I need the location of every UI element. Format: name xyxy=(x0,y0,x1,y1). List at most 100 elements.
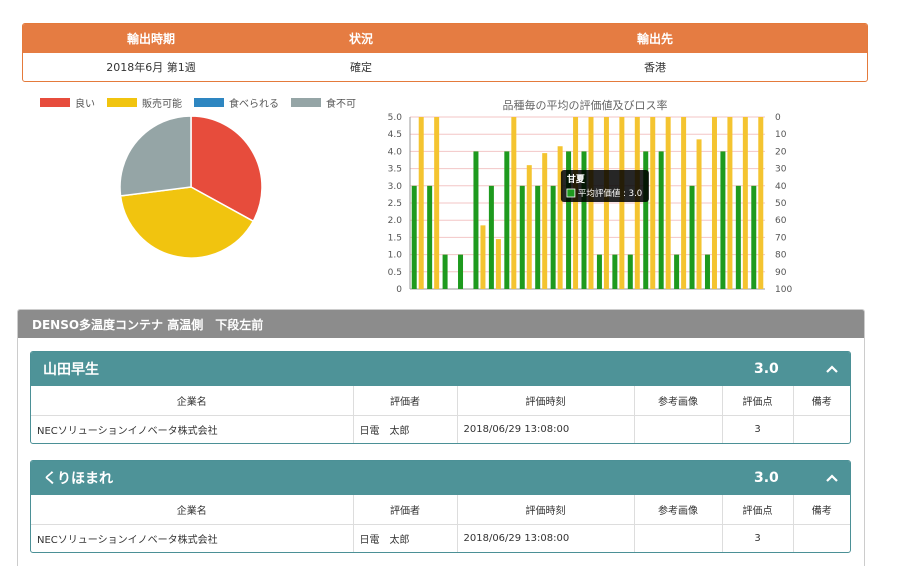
bar-average-evaluation[interactable] xyxy=(689,185,695,289)
table-header-row: 企業名 評価者 評価時刻 参考画像 評価点 備考 xyxy=(31,495,850,525)
bar-loss-rate[interactable] xyxy=(480,225,486,289)
bar-average-evaluation[interactable] xyxy=(473,151,479,289)
image-cell[interactable] xyxy=(634,415,723,443)
bar-loss-rate[interactable] xyxy=(696,139,702,289)
legend-item-good[interactable]: 良い xyxy=(40,95,95,110)
right-tick-label: 100 xyxy=(775,285,792,295)
variety-name: 山田早生 xyxy=(43,362,99,378)
bar-loss-rate[interactable] xyxy=(619,117,625,289)
bar-loss-rate[interactable] xyxy=(742,117,748,289)
left-tick-label: 1.0 xyxy=(388,251,403,261)
evaluator-cell: 日電 太郎 xyxy=(353,415,458,443)
legend-label-inedible: 食不可 xyxy=(326,99,356,110)
time-cell: 2018/06/29 13:08:00 xyxy=(457,524,635,552)
left-tick-label: 2.5 xyxy=(388,199,402,209)
chevron-up-icon xyxy=(826,474,838,482)
tooltip-box xyxy=(560,170,649,202)
right-tick-label: 50 xyxy=(775,199,787,209)
export-period-header: 輸出時期 xyxy=(126,32,175,46)
bar-loss-rate[interactable] xyxy=(418,117,424,289)
legend-label-good: 良い xyxy=(75,99,95,110)
legend-item-edible[interactable]: 食べられる xyxy=(194,95,279,110)
column-header-points: 評価点 xyxy=(722,386,794,416)
bar-average-evaluation[interactable] xyxy=(643,151,649,289)
table-row: NECソリューションイノベータ株式会社 日電 太郎 2018/06/29 13:… xyxy=(31,524,850,553)
evaluation-card-header[interactable]: 山田早生 3.0 xyxy=(31,352,850,386)
evaluation-card-header[interactable]: くりほまれ 3.0 xyxy=(31,461,850,495)
legend-label-edible: 食べられる xyxy=(229,99,279,110)
bar-loss-rate[interactable] xyxy=(758,117,764,289)
bar-average-evaluation[interactable] xyxy=(535,185,541,289)
legend-item-inedible[interactable]: 食不可 xyxy=(291,95,356,110)
column-header-time: 評価時刻 xyxy=(457,495,635,525)
bar-average-evaluation[interactable] xyxy=(550,185,556,289)
bar-average-evaluation[interactable] xyxy=(488,185,494,289)
bar-loss-rate[interactable] xyxy=(665,117,671,289)
bar-loss-rate[interactable] xyxy=(434,117,440,289)
chevron-up-icon xyxy=(826,365,838,373)
bar-average-evaluation[interactable] xyxy=(411,185,417,289)
legend-item-sellable[interactable]: 販売可能 xyxy=(107,95,182,110)
image-cell[interactable] xyxy=(634,524,723,552)
right-tick-label: 80 xyxy=(775,251,787,261)
bar-loss-rate[interactable] xyxy=(526,165,532,289)
bar-loss-rate[interactable] xyxy=(603,117,609,289)
bar-average-evaluation[interactable] xyxy=(581,151,587,289)
legend-swatch-edible xyxy=(194,98,224,107)
bar-average-evaluation[interactable] xyxy=(458,254,464,289)
bar-average-evaluation[interactable] xyxy=(566,151,572,289)
evaluation-table: 企業名 評価者 評価時刻 参考画像 評価点 備考 NECソリューションイノベータ… xyxy=(31,386,850,443)
bar-loss-rate[interactable] xyxy=(542,153,548,289)
pie-slice[interactable] xyxy=(190,115,263,223)
remarks-cell xyxy=(793,525,850,553)
column-header-company: 企業名 xyxy=(31,495,354,525)
bar-average-evaluation[interactable] xyxy=(751,185,757,289)
collapse-toggle-button[interactable] xyxy=(814,365,850,373)
bar-average-evaluation[interactable] xyxy=(442,254,448,289)
bar-average-evaluation[interactable] xyxy=(427,185,433,289)
bar-loss-rate[interactable] xyxy=(727,117,733,289)
bar-loss-rate[interactable] xyxy=(588,117,594,289)
bar-loss-rate[interactable] xyxy=(650,117,656,289)
table-row: NECソリューションイノベータ株式会社 日電 太郎 2018/06/29 13:… xyxy=(31,415,850,444)
export-destination-value: 香港 xyxy=(644,61,666,74)
left-tick-label: 0.5 xyxy=(388,268,402,278)
export-summary-panel: 輸出時期 状況 輸出先 2018年6月 第1週 確定 香港 xyxy=(22,23,868,82)
pie-slice[interactable] xyxy=(119,186,255,259)
right-tick-label: 90 xyxy=(775,268,787,278)
bar-average-evaluation[interactable] xyxy=(519,185,525,289)
right-tick-label: 20 xyxy=(775,147,787,157)
bar-average-evaluation[interactable] xyxy=(704,254,710,289)
bar-loss-rate[interactable] xyxy=(711,117,717,289)
bar-average-evaluation[interactable] xyxy=(735,185,741,289)
bar-average-evaluation[interactable] xyxy=(596,254,602,289)
evaluation-card: 山田早生 3.0 企業名 評価者 評価時刻 参考画像 評価点 備考 NECソリュ… xyxy=(30,351,851,444)
bar-loss-rate[interactable] xyxy=(681,117,687,289)
left-tick-label: 0 xyxy=(396,285,402,295)
bar-loss-rate[interactable] xyxy=(557,146,563,289)
right-tick-label: 60 xyxy=(775,216,787,226)
bar-average-evaluation[interactable] xyxy=(658,151,664,289)
export-summary-row: 2018年6月 第1週 確定 香港 xyxy=(23,53,867,81)
export-period-value: 2018年6月 第1週 xyxy=(106,61,196,74)
remarks-cell xyxy=(793,416,850,444)
variety-name: くりほまれ xyxy=(43,471,113,487)
bar-loss-rate[interactable] xyxy=(573,117,579,289)
left-tick-label: 5.0 xyxy=(388,113,403,123)
right-tick-label: 30 xyxy=(775,165,787,175)
right-tick-label: 0 xyxy=(775,113,781,123)
bar-average-evaluation[interactable] xyxy=(674,254,680,289)
variety-score: 3.0 xyxy=(754,361,779,377)
bar-loss-rate[interactable] xyxy=(495,239,501,289)
bar-loss-rate[interactable] xyxy=(634,117,640,289)
pie-slice[interactable] xyxy=(119,115,192,197)
left-tick-label: 3.5 xyxy=(388,165,402,175)
table-header-row: 企業名 評価者 評価時刻 参考画像 評価点 備考 xyxy=(31,386,850,416)
bar-average-evaluation[interactable] xyxy=(504,151,510,289)
bar-average-evaluation[interactable] xyxy=(612,254,618,289)
bar-average-evaluation[interactable] xyxy=(720,151,726,289)
collapse-toggle-button[interactable] xyxy=(814,474,850,482)
bar-loss-rate[interactable] xyxy=(511,117,517,289)
bar-average-evaluation[interactable] xyxy=(627,254,633,289)
quality-pie-chart xyxy=(119,115,263,259)
